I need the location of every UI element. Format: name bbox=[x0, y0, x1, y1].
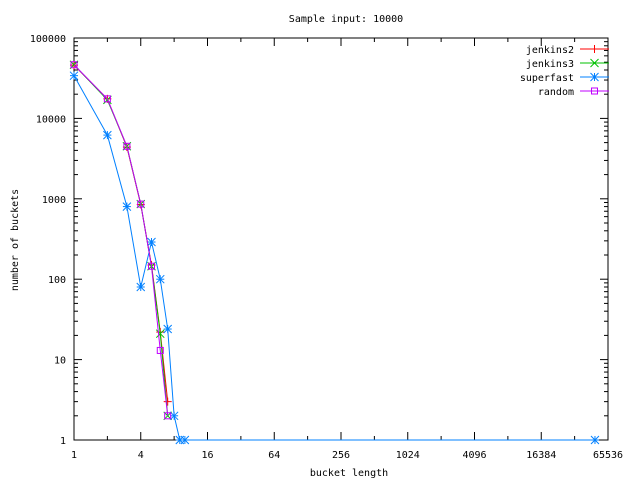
series-line-jenkins2 bbox=[73, 64, 169, 402]
legend-label: jenkins3 bbox=[526, 59, 574, 70]
data-point-random bbox=[147, 262, 155, 270]
x-tick-label: 65536 bbox=[593, 450, 623, 461]
data-point-superfast bbox=[69, 71, 79, 81]
data-point-random bbox=[70, 61, 78, 69]
data-point-superfast bbox=[122, 202, 132, 211]
legend-label: superfast bbox=[520, 73, 574, 84]
y-tick-label: 1 bbox=[60, 436, 66, 447]
data-point-superfast bbox=[136, 282, 146, 292]
x-tick-label: 1 bbox=[71, 450, 77, 461]
y-tick-label: 100000 bbox=[30, 34, 66, 45]
legend-label: jenkins2 bbox=[526, 45, 574, 56]
data-point-random bbox=[137, 200, 145, 208]
legend-item-jenkins2: jenkins2 bbox=[526, 45, 609, 56]
legend-item-jenkins3: jenkins3 bbox=[526, 58, 609, 70]
legend: jenkins2 jenkins3 superfast random bbox=[520, 45, 609, 98]
x-tick-label: 4096 bbox=[462, 450, 486, 461]
x-tick-label: 4 bbox=[138, 450, 144, 461]
x-tick-label: 1024 bbox=[396, 450, 420, 461]
legend-marker bbox=[590, 72, 599, 82]
y-tick-label: 10000 bbox=[36, 114, 66, 125]
series-layer bbox=[69, 60, 600, 445]
data-point-superfast bbox=[169, 411, 179, 421]
y-tick-label: 1000 bbox=[42, 195, 66, 206]
y-axis-label: number of buckets bbox=[10, 189, 21, 291]
y-tick-label: 100 bbox=[48, 275, 66, 286]
data-point-superfast bbox=[155, 274, 165, 284]
x-tick-label: 16384 bbox=[526, 450, 556, 461]
data-point-superfast bbox=[163, 324, 173, 334]
legend-marker bbox=[591, 87, 598, 95]
series-random bbox=[70, 61, 172, 420]
data-point-random bbox=[103, 95, 111, 103]
data-point-jenkins2 bbox=[163, 397, 172, 406]
y-tick-label: 10 bbox=[54, 356, 66, 367]
data-point-random bbox=[164, 412, 172, 420]
series-jenkins2 bbox=[70, 61, 172, 406]
x-tick-label: 16 bbox=[201, 450, 213, 461]
x-tick-label: 64 bbox=[268, 450, 280, 461]
data-point-superfast bbox=[590, 435, 600, 445]
legend-marker bbox=[590, 45, 599, 53]
series-line-superfast bbox=[73, 75, 595, 441]
legend-item-random: random bbox=[538, 87, 609, 98]
legend-marker bbox=[590, 58, 599, 68]
chart-title: Sample input: 10000 bbox=[289, 14, 403, 25]
data-point-superfast bbox=[103, 130, 112, 140]
legend-item-superfast: superfast bbox=[520, 72, 609, 84]
series-line-random bbox=[73, 64, 169, 416]
data-point-jenkins3 bbox=[155, 329, 165, 339]
data-point-random bbox=[156, 346, 164, 354]
data-point-superfast bbox=[180, 435, 190, 445]
x-axis-label: bucket length bbox=[310, 468, 388, 479]
axes-layer: 1 4 16 64 256 1024 4096 16384 65536 1 10 100 1000 100… bbox=[30, 34, 623, 461]
data-point-superfast bbox=[147, 237, 156, 247]
series-jenkins3 bbox=[69, 60, 173, 421]
legend-label: random bbox=[538, 87, 574, 98]
x-tick-label: 256 bbox=[332, 450, 350, 461]
data-point-random bbox=[123, 142, 131, 150]
series-superfast bbox=[69, 71, 600, 445]
